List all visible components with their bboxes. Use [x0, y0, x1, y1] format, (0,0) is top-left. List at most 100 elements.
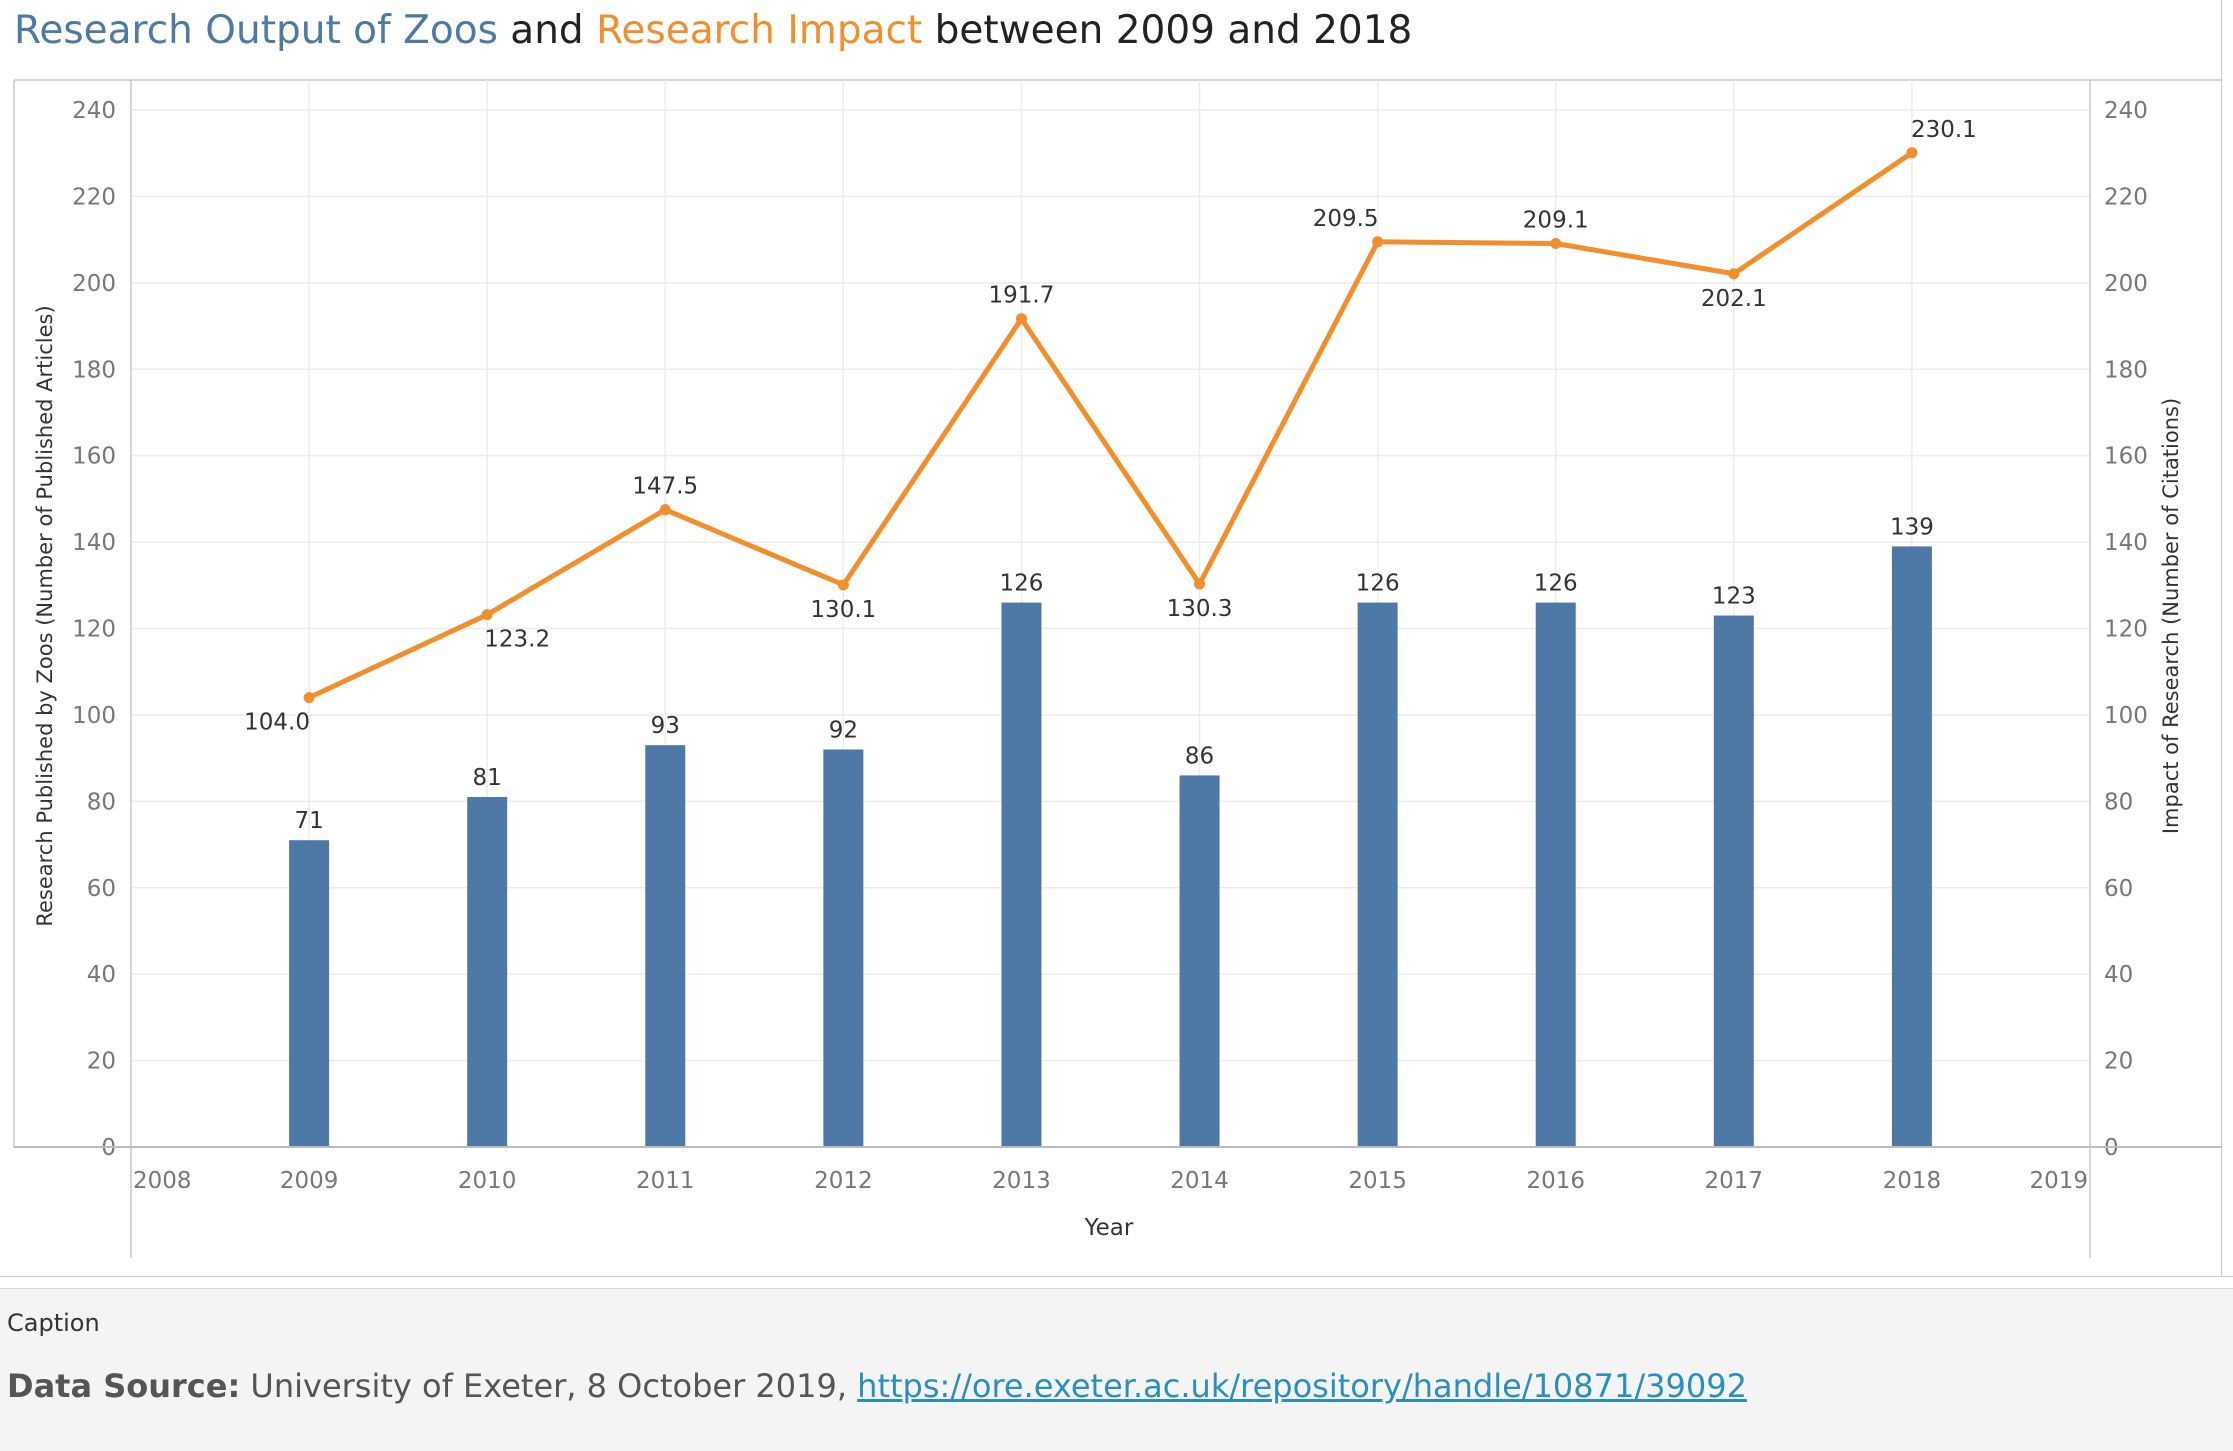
x-tick-label: 2014	[1170, 1168, 1229, 1194]
y-tick-label: 40	[87, 962, 116, 988]
bar-value-label: 71	[294, 808, 323, 834]
bar-value-label: 93	[651, 713, 680, 739]
y-tick-label: 200	[72, 271, 116, 297]
y2-tick-label: 160	[2104, 444, 2148, 470]
line-series	[303, 147, 1918, 704]
x-axis-title: Year	[1084, 1215, 1134, 1241]
bar-value-label: 86	[1185, 743, 1214, 769]
y-tick-label: 140	[72, 530, 116, 556]
x-tick-label: 2015	[1348, 1168, 1407, 1194]
data-source-link[interactable]: https://ore.exeter.ac.uk/repository/hand…	[857, 1367, 1747, 1405]
y-tick-label: 60	[87, 876, 116, 902]
bar-value-label: 126	[1000, 571, 1044, 597]
line-value-label: 191.7	[989, 283, 1055, 309]
data-source-label: Data Source:	[7, 1367, 241, 1405]
bar	[1001, 602, 1042, 1147]
line-value-label: 147.5	[632, 474, 698, 500]
chart-title: Research Output of Zoos and Research Imp…	[14, 8, 1412, 53]
bar	[645, 745, 686, 1147]
y2-tick-label: 100	[2104, 703, 2148, 729]
bar	[1891, 546, 1932, 1147]
y2-tick-label: 80	[2104, 789, 2133, 815]
title-period: between 2009 and 2018	[922, 8, 1413, 53]
y2-tick-label: 180	[2104, 357, 2148, 383]
x-tick-label: 2010	[458, 1168, 517, 1194]
x-tick-label: 2011	[636, 1168, 695, 1194]
line-value-label: 202.1	[1701, 286, 1767, 312]
bar-series	[289, 546, 1932, 1147]
bar	[1179, 775, 1220, 1147]
panel-right-border	[2221, 0, 2222, 1276]
bar	[1713, 615, 1754, 1147]
chart-frame	[13, 79, 2221, 1147]
bar-value-label: 92	[829, 717, 858, 743]
line-value-label: 209.5	[1313, 206, 1379, 232]
y-tick-label: 160	[72, 444, 116, 470]
line-value-label: 104.0	[244, 710, 310, 736]
x-tick-label: 2016	[1526, 1168, 1585, 1194]
combo-chart: 71 81 93 92 126 86 126 126 123 139 104.0 123.2 147.5…	[13, 79, 2221, 1258]
x-tick-label: 2008	[133, 1168, 192, 1194]
line-point	[303, 692, 315, 704]
y2-tick-label: 200	[2104, 271, 2148, 297]
line-point	[837, 579, 849, 591]
line-point	[1906, 147, 1918, 159]
y-tick-label: 20	[87, 1049, 116, 1075]
bar	[823, 749, 864, 1147]
title-joiner: and	[497, 8, 597, 53]
y-tick-label: 100	[72, 703, 116, 729]
caption-label: Caption	[7, 1309, 100, 1337]
data-source-text: University of Exeter, 8 October 2019,	[240, 1367, 858, 1405]
y2-axis-title: Impact of Research (Number of Citations)	[2159, 398, 2183, 834]
y-tick-label: 240	[72, 98, 116, 124]
y2-tick-label: 120	[2104, 617, 2148, 643]
bar	[1357, 602, 1398, 1147]
x-tick-label: 2019	[2029, 1168, 2088, 1194]
line-value-label: 209.1	[1523, 208, 1589, 234]
series-line	[306, 150, 1915, 701]
y2-tick-label: 20	[2104, 1049, 2133, 1075]
line-point	[659, 504, 671, 516]
line-point	[1015, 313, 1027, 325]
bar-value-label: 126	[1534, 571, 1578, 597]
y-tick-label: 180	[72, 357, 116, 383]
gridlines	[131, 80, 2090, 1147]
bar-value-label: 123	[1712, 584, 1756, 610]
y-tick-label: 120	[72, 617, 116, 643]
line-value-label: 230.1	[1911, 117, 1977, 143]
line-value-label: 123.2	[484, 627, 550, 653]
bar	[467, 797, 508, 1147]
line-point	[1728, 268, 1740, 280]
title-bars-series: Research Output of Zoos	[14, 8, 498, 53]
bar-value-label: 139	[1890, 514, 1934, 540]
caption-panel: Caption Data Source: University of Exete…	[0, 1288, 2233, 1451]
panel-bottom-border	[0, 1276, 2233, 1277]
x-tick-label: 2018	[1883, 1168, 1942, 1194]
data-labels: 71 81 93 92 126 86 126 126 123 139 104.0 123.2 147.5…	[244, 117, 1977, 834]
title-line-series: Research Impact	[596, 8, 923, 53]
data-source-line: Data Source: University of Exeter, 8 Oct…	[7, 1367, 1747, 1405]
x-tick-label: 2013	[992, 1168, 1051, 1194]
y-axis-title: Research Published by Zoos (Number of Pu…	[33, 305, 57, 926]
axes: 0204060801001201401601802002202400204060…	[14, 80, 2221, 1258]
y2-tick-label: 220	[2104, 184, 2148, 210]
line-point	[1372, 236, 1384, 248]
line-value-label: 130.1	[810, 597, 876, 623]
line-point	[481, 609, 493, 621]
x-tick-label: 2009	[280, 1168, 339, 1194]
y2-tick-label: 140	[2104, 530, 2148, 556]
line-value-label: 130.3	[1167, 596, 1233, 622]
x-tick-label: 2012	[814, 1168, 873, 1194]
bar-value-label: 126	[1356, 571, 1400, 597]
y-tick-label: 80	[87, 789, 116, 815]
x-tick-label: 2017	[1705, 1168, 1764, 1194]
y2-tick-label: 240	[2104, 98, 2148, 124]
y2-tick-label: 40	[2104, 962, 2133, 988]
line-point	[1194, 578, 1206, 590]
y-tick-label: 220	[72, 184, 116, 210]
y2-tick-label: 60	[2104, 876, 2133, 902]
bar-value-label: 81	[473, 765, 502, 791]
bar	[289, 840, 330, 1147]
line-point	[1550, 238, 1562, 250]
bar	[1535, 602, 1576, 1147]
